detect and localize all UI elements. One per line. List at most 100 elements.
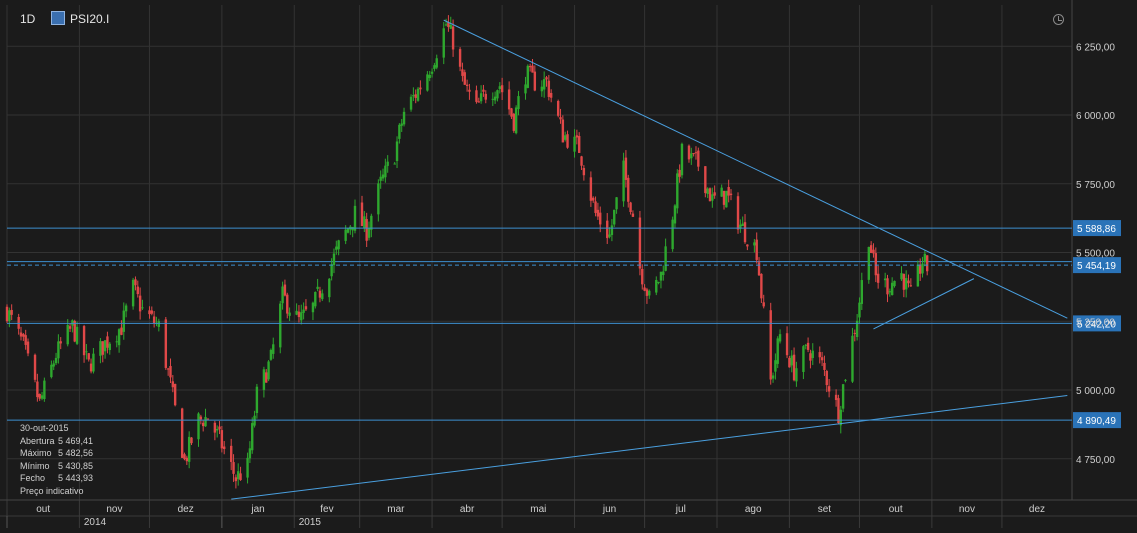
candle-body bbox=[75, 326, 79, 344]
candle bbox=[393, 161, 396, 165]
candle-body bbox=[232, 462, 235, 474]
candle-body bbox=[839, 409, 842, 426]
candle bbox=[99, 338, 102, 364]
candle bbox=[395, 136, 399, 169]
candle bbox=[804, 343, 807, 350]
candle-body bbox=[68, 326, 72, 329]
candle bbox=[820, 351, 824, 367]
candle-body bbox=[40, 395, 44, 399]
candle bbox=[741, 216, 744, 227]
candle bbox=[778, 329, 782, 344]
candle bbox=[157, 318, 161, 332]
candle-body bbox=[753, 242, 756, 246]
candle bbox=[638, 210, 642, 276]
candle-body bbox=[300, 312, 303, 321]
x-tick-label: nov bbox=[106, 504, 122, 515]
candle bbox=[416, 86, 420, 102]
candle bbox=[825, 369, 828, 393]
candle bbox=[267, 360, 270, 382]
info-row-close: Fecho 5 443,93 bbox=[20, 472, 93, 485]
candle-body bbox=[426, 74, 429, 91]
candle bbox=[753, 239, 756, 253]
candle-body bbox=[363, 216, 366, 229]
candle-body bbox=[874, 253, 878, 276]
candle-body bbox=[736, 196, 740, 230]
candle bbox=[22, 332, 25, 341]
candle bbox=[690, 147, 693, 165]
candle-body bbox=[549, 92, 553, 98]
candle bbox=[823, 355, 826, 376]
candle bbox=[213, 420, 217, 441]
candle-body bbox=[629, 202, 632, 213]
candle-body bbox=[645, 289, 649, 296]
candle-body bbox=[883, 278, 887, 281]
candle bbox=[115, 335, 118, 348]
candle bbox=[524, 76, 527, 100]
candle bbox=[295, 303, 298, 316]
candle-body bbox=[99, 341, 102, 356]
candle-body bbox=[246, 457, 249, 478]
candle-body bbox=[811, 350, 814, 358]
candle-body bbox=[662, 271, 665, 276]
candle bbox=[697, 147, 700, 172]
candle bbox=[419, 80, 422, 95]
candle-body bbox=[124, 305, 128, 312]
candle-body bbox=[138, 295, 142, 312]
candle-body bbox=[610, 225, 614, 235]
candle bbox=[757, 257, 761, 277]
candle-body bbox=[230, 445, 233, 462]
candle bbox=[234, 474, 238, 489]
interval-label[interactable]: 1D bbox=[20, 12, 36, 26]
candle bbox=[40, 391, 44, 401]
candle-body bbox=[187, 436, 191, 462]
candle bbox=[475, 85, 478, 104]
symbol-label[interactable]: PSI20.I bbox=[70, 12, 110, 26]
candle-body bbox=[580, 156, 583, 166]
candle bbox=[253, 410, 256, 428]
candle-body bbox=[400, 123, 403, 126]
candle bbox=[288, 307, 291, 322]
candle bbox=[755, 232, 758, 264]
candle-body bbox=[136, 286, 139, 295]
candle-body bbox=[608, 234, 611, 237]
candle bbox=[166, 367, 170, 376]
candle bbox=[120, 320, 123, 336]
candle bbox=[150, 306, 154, 316]
clock-icon[interactable] bbox=[1053, 14, 1064, 25]
candle bbox=[610, 219, 614, 242]
candle-body bbox=[223, 446, 226, 450]
candle-body bbox=[867, 246, 871, 280]
candle-body bbox=[218, 426, 221, 430]
candle bbox=[38, 393, 41, 401]
candle-body bbox=[547, 80, 551, 97]
candle bbox=[769, 302, 772, 385]
candle bbox=[223, 441, 226, 455]
candle-body bbox=[872, 249, 875, 254]
candle bbox=[330, 258, 333, 281]
candle-body bbox=[117, 329, 121, 346]
candle-body bbox=[262, 369, 266, 390]
candle-body bbox=[197, 413, 200, 440]
candle bbox=[727, 179, 730, 203]
candle bbox=[594, 196, 597, 217]
candle bbox=[909, 278, 913, 287]
candle-body bbox=[321, 293, 324, 300]
candle-body bbox=[447, 22, 450, 28]
candle-body bbox=[704, 166, 707, 194]
candle-body bbox=[904, 278, 908, 290]
candle bbox=[659, 271, 663, 289]
candle-body bbox=[795, 368, 798, 382]
y-tick-label: 5 000,00 bbox=[1076, 386, 1115, 397]
candle-body bbox=[739, 224, 742, 229]
price-level-tag bbox=[1073, 412, 1121, 429]
candle bbox=[442, 22, 445, 65]
candle-body bbox=[500, 85, 504, 93]
candle bbox=[708, 187, 712, 202]
candle-body bbox=[330, 264, 333, 277]
candle-body bbox=[272, 344, 275, 354]
candle-body bbox=[673, 205, 677, 224]
candle bbox=[739, 219, 742, 233]
candle-body bbox=[774, 360, 777, 372]
candle-body bbox=[386, 161, 389, 166]
candle-body bbox=[286, 294, 289, 314]
